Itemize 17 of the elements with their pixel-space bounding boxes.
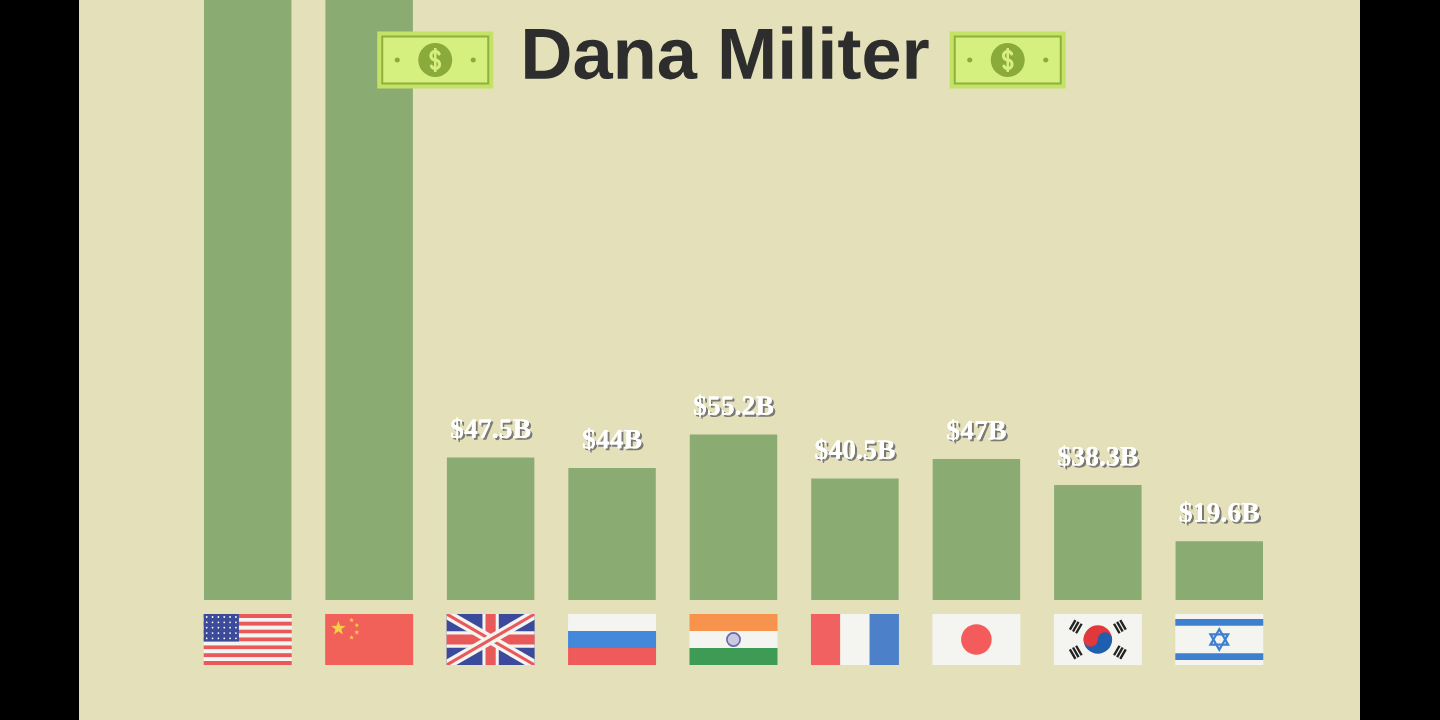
bar	[689, 434, 778, 600]
bar	[1054, 485, 1142, 600]
data-label: $55.2B	[693, 394, 776, 419]
bar	[568, 468, 656, 600]
data-label: $40.5B	[815, 438, 897, 463]
bar	[932, 459, 1021, 600]
data-label: $47B	[947, 419, 1008, 444]
bar	[204, 0, 292, 600]
chart-title: Dana Militer	[525, 26, 929, 80]
data-label: $38.3B	[1058, 445, 1140, 470]
bar	[1175, 541, 1263, 600]
bar	[811, 478, 899, 600]
bar	[446, 457, 535, 600]
bar	[325, 0, 413, 600]
data-label: $44B	[582, 428, 644, 453]
data-label: $47.5B	[451, 417, 533, 442]
data-label: $19.6B	[1179, 501, 1262, 526]
